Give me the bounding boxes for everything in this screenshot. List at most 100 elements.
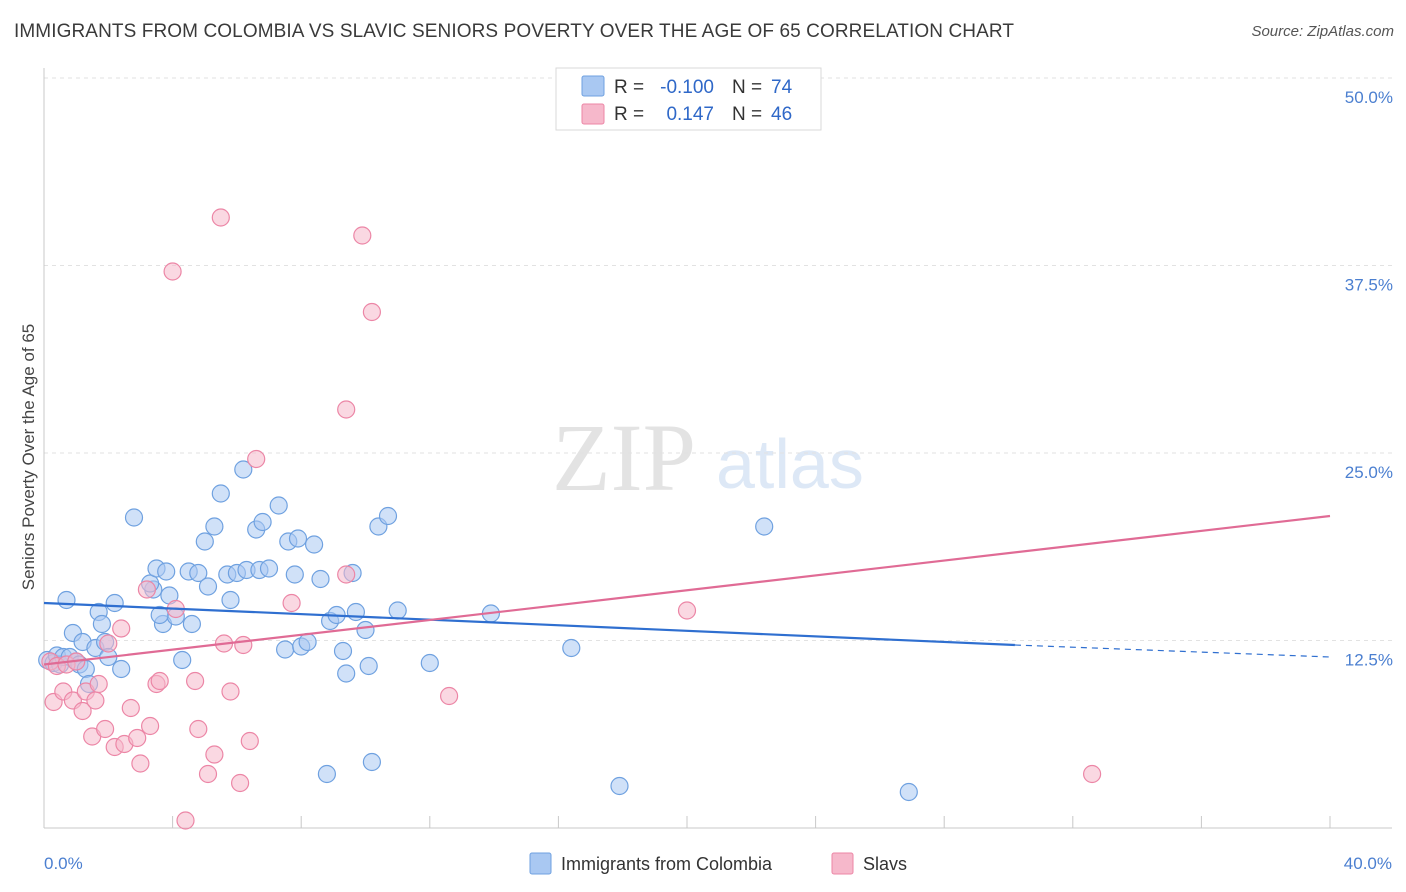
slavs-point bbox=[73, 701, 92, 721]
slavs-point bbox=[234, 635, 253, 655]
legend-bottom-swatch-slavs bbox=[831, 852, 854, 875]
slavs-point bbox=[198, 764, 218, 784]
trend-lines bbox=[43, 514, 1331, 666]
y-tick-label: 37.5% bbox=[1345, 276, 1393, 295]
chart-title: IMMIGRANTS FROM COLOMBIA VS SLAVIC SENIO… bbox=[14, 21, 1015, 42]
legend-top-n-label-1: N = bbox=[732, 77, 762, 98]
x-tick-label-max: 40.0% bbox=[1344, 854, 1392, 873]
x-ticks bbox=[172, 816, 1331, 828]
colombia-point bbox=[269, 496, 288, 515]
x-tick-label-min: 0.0% bbox=[44, 854, 83, 873]
slavs-point bbox=[282, 593, 301, 613]
slavs-point bbox=[240, 731, 259, 751]
colombia-point bbox=[356, 620, 375, 640]
slavs-point bbox=[247, 449, 266, 469]
y-axis-label: Seniors Poverty Over the Age of 65 bbox=[19, 324, 38, 590]
slavs-point bbox=[176, 811, 195, 830]
slavs-point bbox=[141, 716, 160, 736]
legend-top-n-label-2: N = bbox=[732, 104, 762, 125]
slavs-point bbox=[362, 302, 381, 322]
colombia-point bbox=[285, 565, 304, 584]
colombia-point bbox=[305, 535, 324, 554]
legend-bottom: Immigrants from Colombia Slavs bbox=[529, 852, 907, 875]
legend-top: R = -0.100 N = 74 R = 0.147 N = 46 bbox=[555, 67, 822, 131]
colombia-point bbox=[57, 590, 76, 610]
slavs-point bbox=[1082, 764, 1102, 784]
slavs-point bbox=[137, 580, 156, 599]
colombia-point bbox=[92, 614, 112, 634]
colombia-point bbox=[189, 563, 208, 583]
legend-top-r-label-1: R = bbox=[614, 77, 644, 98]
colombia-point bbox=[205, 517, 224, 536]
colombia-point bbox=[150, 605, 169, 625]
slavs-point bbox=[99, 634, 118, 653]
legend-bottom-label-colombia: Immigrants from Colombia bbox=[561, 854, 773, 874]
colombia-point bbox=[195, 532, 214, 551]
colombia-point bbox=[420, 653, 439, 673]
colombia-point bbox=[337, 664, 356, 683]
slavs-trend-line bbox=[43, 514, 1331, 666]
slavs-point bbox=[131, 754, 150, 773]
slavs-point bbox=[112, 619, 131, 638]
slavs-point bbox=[211, 208, 230, 227]
legend-top-n-value-1: 74 bbox=[771, 77, 793, 98]
colombia-point bbox=[259, 559, 279, 578]
colombia-point bbox=[112, 659, 131, 679]
colombia-point bbox=[253, 512, 272, 532]
colombia-point bbox=[755, 517, 774, 536]
colombia-point bbox=[333, 641, 353, 661]
colombia-point bbox=[899, 782, 918, 802]
colombia-point bbox=[105, 593, 124, 613]
colombia-point bbox=[359, 656, 378, 676]
slavs-point bbox=[128, 728, 147, 748]
grid-lines bbox=[44, 77, 1392, 641]
slavs-point bbox=[353, 226, 372, 245]
colombia-point bbox=[311, 569, 330, 589]
colombia-point bbox=[562, 638, 581, 658]
slavs-point bbox=[677, 601, 697, 620]
y-tick-label: 50.0% bbox=[1345, 88, 1393, 107]
slavs-point bbox=[231, 773, 250, 793]
colombia-point bbox=[173, 650, 192, 670]
colombia-point bbox=[276, 640, 295, 659]
colombia-point bbox=[124, 508, 144, 527]
colombia-point bbox=[298, 632, 317, 652]
slavs-point bbox=[221, 682, 240, 701]
colombia-point bbox=[362, 752, 381, 772]
slavs-point bbox=[440, 686, 459, 706]
slavs-point bbox=[95, 719, 115, 739]
colombia-point bbox=[378, 506, 398, 526]
colombia-point bbox=[157, 562, 176, 581]
colombia-trend-line bbox=[43, 601, 1015, 647]
colombia-point bbox=[317, 764, 336, 784]
legend-top-swatch-slavs bbox=[581, 103, 605, 125]
y-tick-labels: 12.5% 25.0% 37.5% 50.0% bbox=[1345, 88, 1393, 670]
colombia-point bbox=[610, 776, 629, 796]
watermark-atlas: atlas bbox=[716, 425, 864, 503]
watermark-zip: ZIP bbox=[552, 404, 696, 511]
legend-bottom-swatch-colombia bbox=[529, 852, 552, 875]
colombia-point bbox=[211, 484, 230, 503]
source-note: Source: ZipAtlas.com bbox=[1251, 23, 1394, 40]
slavs-point bbox=[86, 691, 105, 710]
colombia-point bbox=[288, 529, 308, 548]
slavs-point bbox=[205, 745, 224, 764]
legend-top-swatch-colombia bbox=[581, 75, 605, 97]
axes bbox=[43, 68, 1392, 829]
slavs-point bbox=[189, 719, 208, 739]
y-tick-label: 12.5% bbox=[1345, 651, 1393, 670]
legend-top-r-value-1: -0.100 bbox=[660, 77, 714, 98]
slavs-point bbox=[186, 671, 205, 691]
slavs-point bbox=[121, 698, 140, 718]
slavs-point bbox=[89, 674, 108, 694]
slavs-point bbox=[150, 671, 169, 691]
colombia-point bbox=[182, 614, 201, 634]
colombia-point bbox=[198, 577, 218, 596]
colombia-trend-extension bbox=[1014, 644, 1331, 658]
legend-top-n-value-2: 46 bbox=[771, 104, 792, 125]
y-tick-label: 25.0% bbox=[1345, 463, 1393, 482]
legend-top-r-label-2: R = bbox=[614, 104, 644, 125]
colombia-point bbox=[346, 602, 365, 622]
data-points bbox=[38, 208, 1102, 830]
